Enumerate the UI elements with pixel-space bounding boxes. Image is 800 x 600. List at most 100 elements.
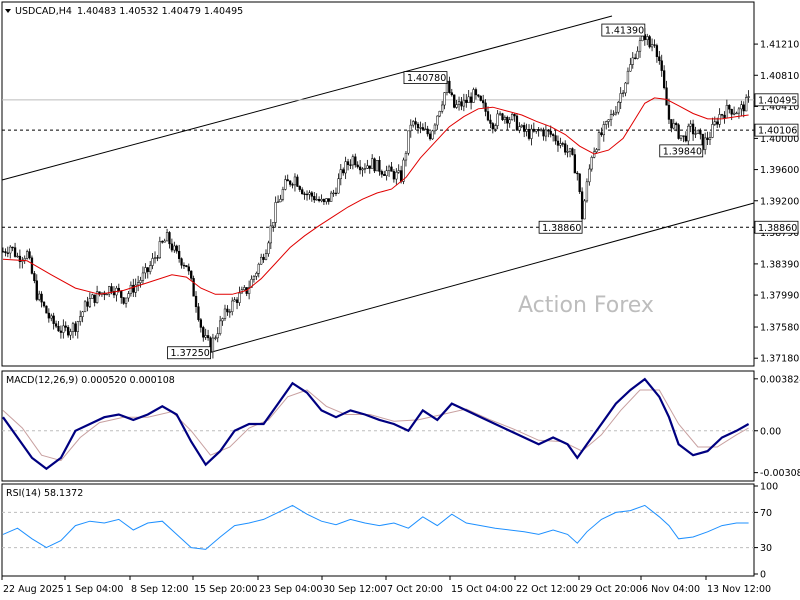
candle-body — [327, 198, 330, 202]
candle-body — [689, 123, 692, 127]
candle-body — [747, 96, 750, 98]
rsi-tick-label: 70 — [760, 508, 772, 519]
candle-body — [728, 105, 731, 110]
candle-body — [621, 92, 625, 94]
candle-body — [735, 112, 738, 115]
candle-body — [310, 192, 314, 197]
candle-body — [149, 265, 152, 272]
candle-body — [593, 151, 596, 158]
candle-body — [665, 87, 668, 106]
candle-body — [631, 57, 634, 65]
candle-body — [122, 297, 125, 304]
candle-body — [54, 323, 58, 327]
level-price-label: 1.40106 — [758, 126, 797, 137]
candle-body — [672, 123, 675, 129]
candle-body — [337, 178, 340, 194]
candle-body — [177, 250, 181, 259]
candle-body — [120, 290, 123, 298]
candle-body — [612, 113, 615, 116]
candle-body — [40, 293, 43, 303]
candle-body — [163, 240, 166, 243]
candle-body — [397, 170, 400, 173]
candle-body — [638, 40, 642, 52]
candle-body — [395, 171, 398, 180]
candle-body — [561, 143, 564, 145]
candle-body — [462, 99, 466, 107]
candle-body — [93, 294, 96, 303]
candle-body — [508, 119, 511, 124]
candle-body — [737, 108, 741, 114]
candle-body — [486, 111, 490, 121]
time-tick-label: 22 Aug 2025 — [3, 584, 64, 595]
candle-body — [650, 44, 654, 48]
candle-body — [165, 232, 169, 242]
candle-body — [605, 121, 608, 125]
candle-body — [141, 272, 145, 281]
candle-body — [129, 284, 133, 294]
candle-body — [342, 169, 345, 174]
candle-body — [231, 300, 234, 312]
candle-body — [653, 44, 656, 46]
candle-body — [325, 198, 328, 203]
candle-body — [286, 179, 289, 182]
candle-body — [284, 179, 287, 190]
candle-body — [537, 129, 540, 131]
candle-body — [450, 92, 453, 96]
candle-body — [687, 125, 690, 142]
candle-body — [170, 243, 174, 251]
candle-body — [124, 297, 128, 304]
candle-body — [496, 113, 499, 126]
price-tick-label: 1.37180 — [760, 354, 799, 365]
candle-body — [313, 196, 316, 201]
candle-body — [260, 256, 263, 265]
candle-body — [62, 325, 65, 333]
candle-body — [506, 117, 509, 124]
candle-body — [438, 111, 441, 117]
dropdown-triangle-icon[interactable] — [5, 9, 11, 13]
candle-body — [153, 257, 157, 259]
price-tick-label: 1.39600 — [760, 165, 799, 176]
candle-body — [356, 164, 359, 168]
candle-body — [380, 171, 383, 175]
candle-body — [465, 99, 468, 103]
candle-body — [320, 198, 323, 202]
candle-body — [235, 299, 239, 303]
candle-body — [503, 117, 507, 120]
candle-body — [221, 318, 224, 322]
candle-body — [42, 301, 46, 307]
candle-body — [489, 119, 492, 124]
candle-body — [293, 176, 297, 186]
candle-body — [460, 101, 463, 107]
candle-body — [576, 172, 579, 175]
candle-body — [578, 173, 581, 192]
candle-body — [523, 125, 526, 132]
candle-body — [226, 308, 229, 313]
candle-body — [267, 242, 270, 254]
candle-body — [204, 335, 207, 338]
price-panel: Action Forex 1.41390 1.40780 1.39840 1.3886… — [1, 1, 799, 367]
swing-label: 1.39840 — [663, 146, 702, 157]
candle-body — [50, 315, 53, 319]
time-tick-label: 23 Sep 04:00 — [259, 584, 322, 595]
candle-body — [219, 320, 222, 334]
candle-body — [626, 70, 630, 84]
candle-body — [233, 299, 236, 302]
macd-tick-label: 0.00 — [760, 426, 781, 437]
candle-body — [392, 171, 396, 180]
candle-body — [71, 323, 75, 332]
candle-body — [6, 252, 9, 254]
candle-body — [585, 181, 589, 202]
candle-body — [1, 251, 5, 253]
candle-body — [730, 108, 733, 115]
time-tick-label: 30 Sep 12:00 — [323, 584, 386, 595]
candle-body — [658, 56, 661, 61]
candle-body — [250, 278, 253, 288]
candle-body — [279, 198, 282, 203]
current-price-label: 1.40495 — [758, 95, 797, 106]
candle-body — [525, 129, 528, 132]
candle-body — [484, 102, 487, 112]
price-tick-label: 1.38390 — [760, 259, 799, 270]
candle-body — [634, 57, 637, 59]
candle-body — [532, 128, 535, 132]
candle-body — [52, 315, 55, 324]
